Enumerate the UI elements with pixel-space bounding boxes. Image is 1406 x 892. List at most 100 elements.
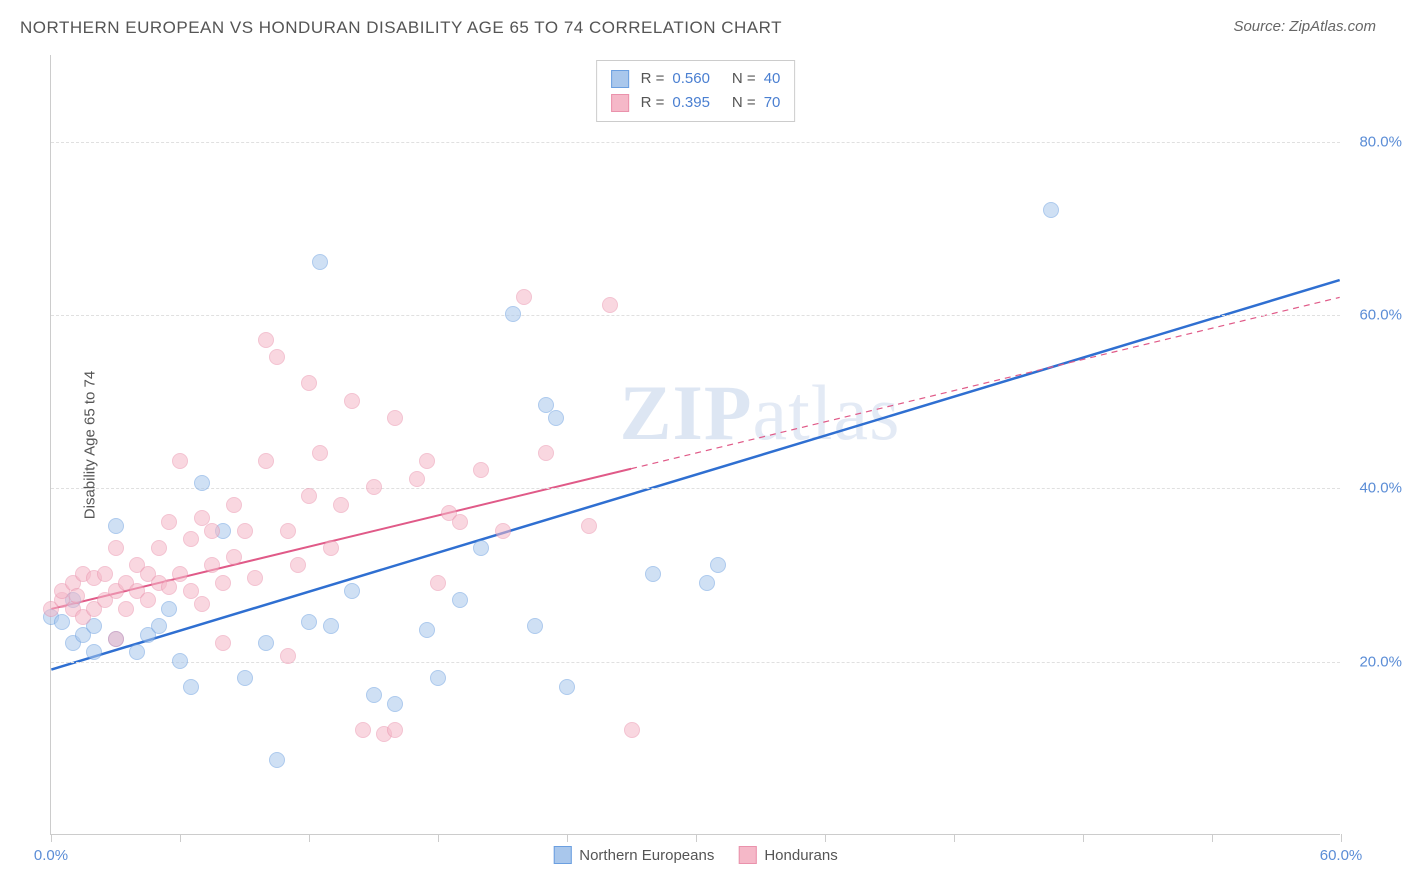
gridline (51, 142, 1340, 143)
r-label: R = (641, 67, 665, 91)
scatter-point (129, 644, 145, 660)
trend-line-solid (51, 280, 1339, 670)
plot-area: Disability Age 65 to 74 ZIPatlas R = 0.5… (50, 55, 1340, 835)
legend-series-label: Northern Europeans (579, 847, 714, 864)
chart-title: NORTHERN EUROPEAN VS HONDURAN DISABILITY… (20, 18, 782, 38)
scatter-point (237, 523, 253, 539)
scatter-point (269, 349, 285, 365)
scatter-point (516, 289, 532, 305)
legend-stats-box: R = 0.560 N = 40R = 0.395N = 70 (596, 60, 796, 122)
scatter-point (430, 575, 446, 591)
scatter-point (226, 549, 242, 565)
scatter-point (527, 618, 543, 634)
scatter-point (301, 375, 317, 391)
scatter-point (344, 583, 360, 599)
legend-stat-row: R = 0.395N = 70 (611, 91, 781, 115)
scatter-point (581, 518, 597, 534)
scatter-point (323, 540, 339, 556)
n-value: 70 (764, 91, 781, 115)
legend-swatch (553, 846, 571, 864)
n-value: 40 (764, 67, 781, 91)
scatter-point (430, 670, 446, 686)
scatter-point (194, 475, 210, 491)
scatter-point (194, 596, 210, 612)
scatter-point (419, 453, 435, 469)
scatter-point (645, 566, 661, 582)
scatter-point (387, 722, 403, 738)
x-tick (180, 834, 181, 842)
y-axis-label: Disability Age 65 to 74 (82, 370, 99, 518)
r-label: R = (641, 91, 665, 115)
y-tick-label: 80.0% (1359, 133, 1402, 150)
scatter-point (1043, 202, 1059, 218)
x-tick-label: 60.0% (1320, 847, 1363, 864)
legend-swatch (611, 94, 629, 112)
legend-series-item: Hondurans (738, 846, 837, 864)
scatter-point (108, 540, 124, 556)
r-value: 0.560 (672, 67, 710, 91)
scatter-point (204, 523, 220, 539)
scatter-point (333, 497, 349, 513)
scatter-point (247, 570, 263, 586)
x-tick (567, 834, 568, 842)
scatter-point (237, 670, 253, 686)
scatter-point (172, 566, 188, 582)
scatter-point (312, 445, 328, 461)
x-tick (1083, 834, 1084, 842)
scatter-point (699, 575, 715, 591)
x-tick (696, 834, 697, 842)
scatter-point (69, 588, 85, 604)
scatter-point (366, 479, 382, 495)
y-tick-label: 20.0% (1359, 653, 1402, 670)
legend-swatch (611, 70, 629, 88)
y-tick-label: 60.0% (1359, 307, 1402, 324)
scatter-point (204, 557, 220, 573)
gridline (51, 662, 1340, 663)
scatter-point (710, 557, 726, 573)
x-tick (309, 834, 310, 842)
scatter-point (161, 579, 177, 595)
scatter-point (140, 592, 156, 608)
scatter-point (183, 531, 199, 547)
scatter-point (151, 540, 167, 556)
scatter-point (161, 514, 177, 530)
scatter-point (215, 635, 231, 651)
scatter-point (108, 518, 124, 534)
x-tick (438, 834, 439, 842)
scatter-point (290, 557, 306, 573)
scatter-point (183, 679, 199, 695)
scatter-point (505, 306, 521, 322)
scatter-point (538, 445, 554, 461)
scatter-point (602, 297, 618, 313)
legend-swatch (738, 846, 756, 864)
scatter-point (258, 453, 274, 469)
gridline (51, 315, 1340, 316)
scatter-point (387, 696, 403, 712)
source-label: Source: ZipAtlas.com (1233, 18, 1376, 35)
scatter-point (258, 332, 274, 348)
scatter-point (624, 722, 640, 738)
scatter-point (495, 523, 511, 539)
scatter-point (559, 679, 575, 695)
legend-series: Northern Europeans Hondurans (553, 846, 837, 864)
legend-series-item: Northern Europeans (553, 846, 714, 864)
legend-series-label: Hondurans (764, 847, 837, 864)
n-label: N = (732, 67, 756, 91)
scatter-point (301, 488, 317, 504)
scatter-point (151, 618, 167, 634)
scatter-point (172, 453, 188, 469)
scatter-point (215, 575, 231, 591)
scatter-point (387, 410, 403, 426)
scatter-point (548, 410, 564, 426)
scatter-point (323, 618, 339, 634)
scatter-point (355, 722, 371, 738)
scatter-point (226, 497, 242, 513)
x-tick (1341, 834, 1342, 842)
scatter-point (172, 653, 188, 669)
scatter-point (280, 648, 296, 664)
scatter-point (473, 540, 489, 556)
scatter-point (409, 471, 425, 487)
trend-lines-svg (51, 55, 1340, 834)
scatter-point (312, 254, 328, 270)
scatter-point (473, 462, 489, 478)
